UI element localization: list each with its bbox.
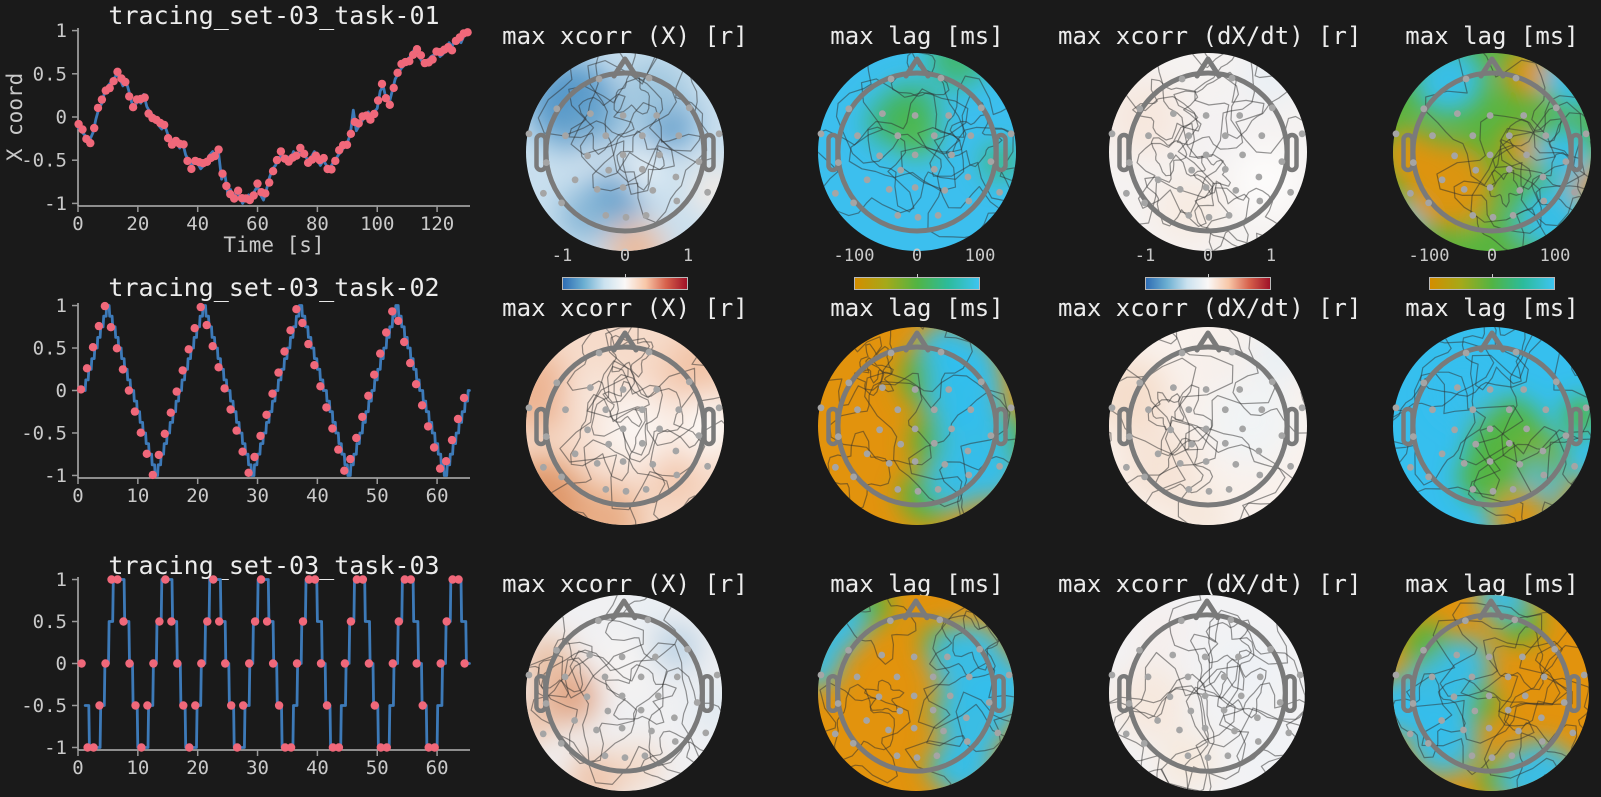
topomap-title: max xcorr (X) [r] [502,22,748,50]
topomap-title: max lag [ms] [830,570,1004,598]
colorbar-ticks: -1 0 1 [551,246,694,266]
head-topomap [1392,327,1591,525]
head-topomap [817,594,1015,792]
head-topomap [817,327,1016,525]
svg-text:40: 40 [306,485,329,507]
svg-text:60: 60 [426,757,449,779]
svg-text:0: 0 [56,107,67,129]
topomap-title: max xcorr (dX/dt) [r] [1058,22,1362,50]
topomap-title: max xcorr (dX/dt) [r] [1058,294,1362,322]
svg-text:-0.5: -0.5 [21,150,67,172]
head-topomap [1108,594,1306,792]
svg-text:100: 100 [360,213,394,235]
svg-text:40: 40 [306,757,329,779]
topomap-r2-xcorr-x: max xcorr (X) [r] [475,288,775,578]
topomap-r1-lag-dxdt: max lag [ms] -100 0 100 [1342,14,1601,304]
head-topomap [817,53,1016,251]
svg-text:0.5: 0.5 [33,63,67,85]
svg-text:0: 0 [72,213,83,235]
svg-text:10: 10 [126,485,149,507]
timeseries-task-02-plot: 0 10 20 30 40 50 60 -1 -0.5 0 0.5 1 tracing_set-03_t… [21,273,471,507]
topomap-r3-xcorr-dxdt: max xcorr (dX/dt) [r] [1058,564,1362,797]
head-topomap [1392,53,1591,251]
svg-text:60: 60 [426,485,449,507]
svg-text:20: 20 [126,213,149,235]
svg-text:0.5: 0.5 [33,338,67,360]
svg-text:-1: -1 [44,465,67,487]
topomap-r1-xcorr-dxdt: max xcorr (dX/dt) [r] -1 0 1 [1058,14,1362,304]
head-topomap [525,594,723,792]
topomap-title: max lag [ms] [1405,294,1579,322]
colorbar [854,274,980,290]
topomap-title: max xcorr (X) [r] [502,294,748,322]
svg-text:tracing_set-03_task-01: tracing_set-03_task-01 [108,1,439,30]
timeseries-task-01-plot: 0 20 40 60 80 100 120 -1 -0.5 0 0.5 1 tracing_set-03… [3,1,472,257]
svg-text:1: 1 [56,569,67,591]
svg-text:0: 0 [72,485,83,507]
svg-text:1: 1 [56,295,67,317]
topomap-r1-xcorr-x: max xcorr (X) [r] -1 0 1 [475,14,775,304]
colorbar [562,274,688,290]
topomap-r2-lag-dxdt: max lag [ms] [1342,288,1601,578]
topomap-title: max xcorr (dX/dt) [r] [1058,570,1362,598]
svg-text:80: 80 [306,213,329,235]
topomap-r2-xcorr-dxdt: max xcorr (dX/dt) [r] [1058,288,1362,578]
colorbar-ticks: -100 0 100 [833,246,996,266]
topomap-r3-lag-x: max lag [ms] [767,564,1067,797]
head-topomap [525,53,724,251]
timeseries-task-03-plot: 0 10 20 30 40 50 60 -1 -0.5 0 0.5 1 tracing_set-03_t… [21,551,471,779]
svg-text:-0.5: -0.5 [21,422,67,444]
svg-text:-1: -1 [44,193,67,215]
svg-text:50: 50 [366,757,389,779]
svg-text:60: 60 [246,213,269,235]
svg-text:120: 120 [420,213,454,235]
colorbar-ticks: -1 0 1 [1134,246,1277,266]
svg-text:0: 0 [72,757,83,779]
colorbar-ticks: -100 0 100 [1408,246,1571,266]
svg-text:0: 0 [56,653,67,675]
svg-text:10: 10 [126,757,149,779]
head-topomap [1392,594,1590,792]
svg-text:Time [s]: Time [s] [223,233,324,257]
svg-text:20: 20 [186,757,209,779]
svg-text:40: 40 [186,213,209,235]
colorbar [1145,274,1271,290]
head-topomap [1108,53,1307,251]
svg-text:30: 30 [246,757,269,779]
svg-text:-0.5: -0.5 [21,695,67,717]
topomap-title: max lag [ms] [1405,570,1579,598]
topomap-title: max lag [ms] [830,294,1004,322]
svg-text:30: 30 [246,485,269,507]
svg-text:0: 0 [56,380,67,402]
svg-text:20: 20 [186,485,209,507]
svg-text:tracing_set-03_task-02: tracing_set-03_task-02 [108,273,439,302]
svg-text:-1: -1 [44,737,67,759]
svg-text:50: 50 [366,485,389,507]
colorbar [1429,274,1555,290]
head-topomap [1108,327,1307,525]
topomap-r3-xcorr-x: max xcorr (X) [r] [475,564,775,797]
topomap-title: max lag [ms] [1405,22,1579,50]
topomap-title: max xcorr (X) [r] [502,570,748,598]
topomap-r1-lag-x: max lag [ms] -100 0 100 [767,14,1067,304]
svg-text:tracing_set-03_task-03: tracing_set-03_task-03 [108,551,439,580]
topomap-r2-lag-x: max lag [ms] [767,288,1067,578]
svg-text:0.5: 0.5 [33,611,67,633]
topomap-title: max lag [ms] [830,22,1004,50]
head-topomap [525,327,724,525]
topomap-r3-lag-dxdt: max lag [ms] [1342,564,1601,797]
svg-text:X coord: X coord [3,73,27,162]
svg-text:1: 1 [56,20,67,42]
